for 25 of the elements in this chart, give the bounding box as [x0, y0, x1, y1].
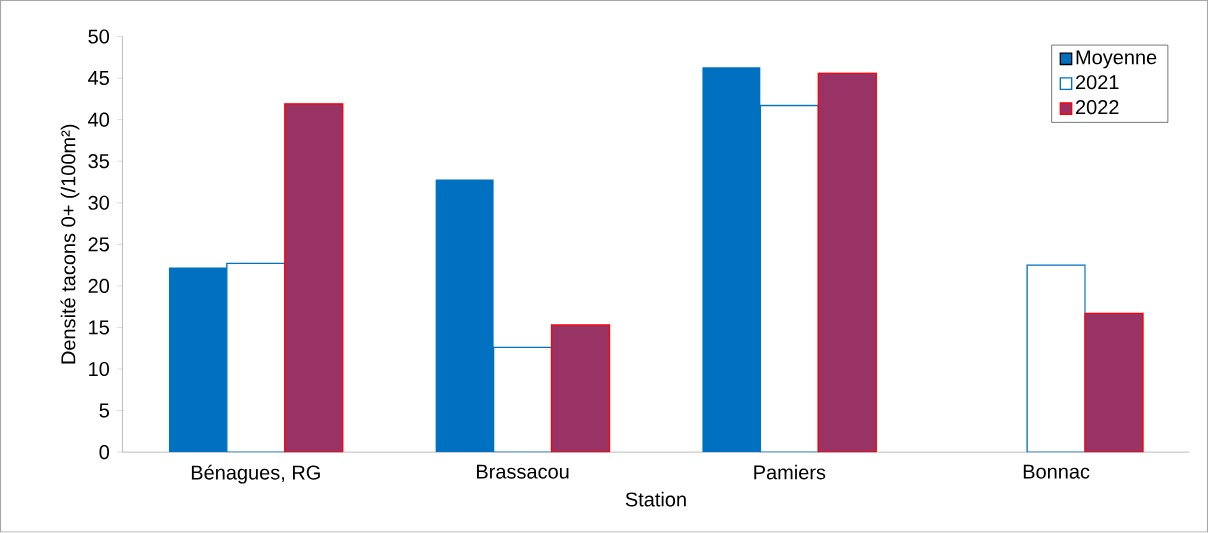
legend-label: 2022	[1076, 100, 1119, 115]
y-tick-label: 10	[89, 362, 110, 377]
bar	[550, 324, 611, 453]
x-tick-label: Brassacou	[477, 464, 569, 479]
y-tick-label: 30	[88, 195, 110, 211]
bar	[817, 72, 877, 453]
bar	[1084, 312, 1144, 453]
y-tick-label: 20	[88, 279, 110, 294]
legend-label: 2021	[1076, 75, 1119, 90]
y-tick-label: 45	[88, 71, 109, 86]
y-tick-label: 35	[88, 154, 109, 169]
legend-label: Moyenne	[1076, 50, 1157, 69]
y-tick-label: 5	[99, 403, 109, 418]
x-axis-title: Station	[625, 492, 686, 507]
x-tick-label: Pamiers	[754, 464, 826, 480]
y-tick-label: 15	[89, 320, 109, 335]
bar	[1026, 264, 1086, 453]
x-tick-label: Bénagues, RG	[191, 464, 320, 484]
y-tick-label: 0	[99, 445, 110, 460]
y-axis-title: Densité tacons 0+ (/100m²)	[60, 125, 80, 364]
y-tick-label: 50	[88, 29, 110, 44]
x-tick-label: Bonnac	[1023, 464, 1090, 479]
bar	[284, 103, 344, 453]
y-tick-label: 40	[88, 112, 110, 127]
y-tick-label: 25	[88, 237, 109, 252]
